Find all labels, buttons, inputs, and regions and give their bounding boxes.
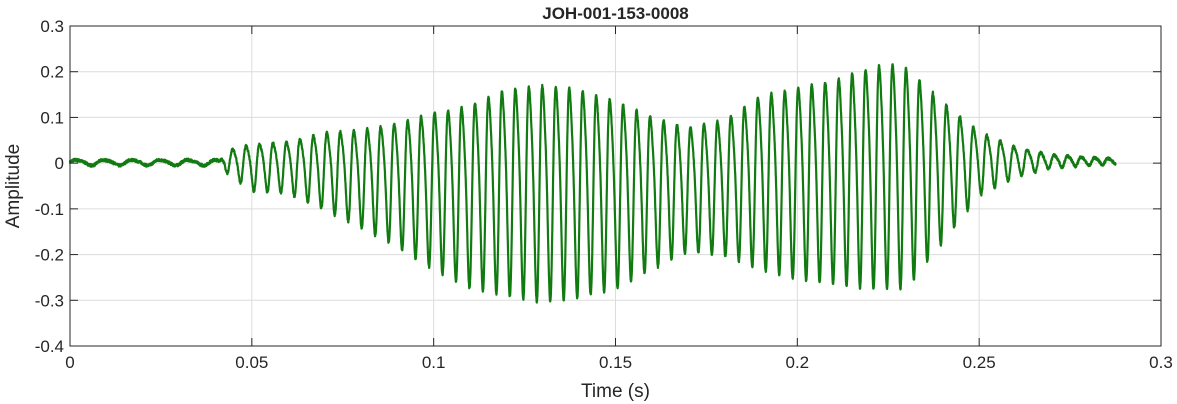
signal-trace-group (68, 63, 1117, 304)
x-tick-label: 0.05 (235, 353, 268, 372)
y-axis-label: Amplitude (3, 144, 24, 229)
y-tick-label: 0 (55, 154, 64, 173)
tick-marks (69, 25, 1162, 347)
grid-lines (69, 25, 1162, 347)
y-tick-label: -0.3 (35, 291, 64, 310)
chart-title: JOH-001-153-0008 (542, 4, 688, 23)
y-tick-label: -0.4 (35, 337, 64, 356)
y-tick-label: 0.3 (40, 17, 64, 36)
y-tick-label: -0.2 (35, 246, 64, 265)
x-tick-labels: 0 0.05 0.1 0.15 0.2 0.25 0.3 (65, 353, 1173, 372)
x-tick-label: 0.2 (786, 353, 810, 372)
x-tick-label: 0.3 (1149, 353, 1173, 372)
y-tick-label: 0.1 (40, 108, 64, 127)
x-tick-label: 0.25 (963, 353, 996, 372)
x-tick-label: 0.15 (599, 353, 632, 372)
y-tick-label: 0.2 (40, 63, 64, 82)
x-tick-label: 0 (65, 353, 74, 372)
waveform-line (68, 63, 1117, 304)
x-tick-label: 0.1 (422, 353, 446, 372)
y-tick-label: -0.1 (35, 200, 64, 219)
x-axis-label: Time (s) (581, 381, 650, 402)
y-tick-labels: -0.4 -0.3 -0.2 -0.1 0 0.1 0.2 0.3 (35, 17, 64, 356)
